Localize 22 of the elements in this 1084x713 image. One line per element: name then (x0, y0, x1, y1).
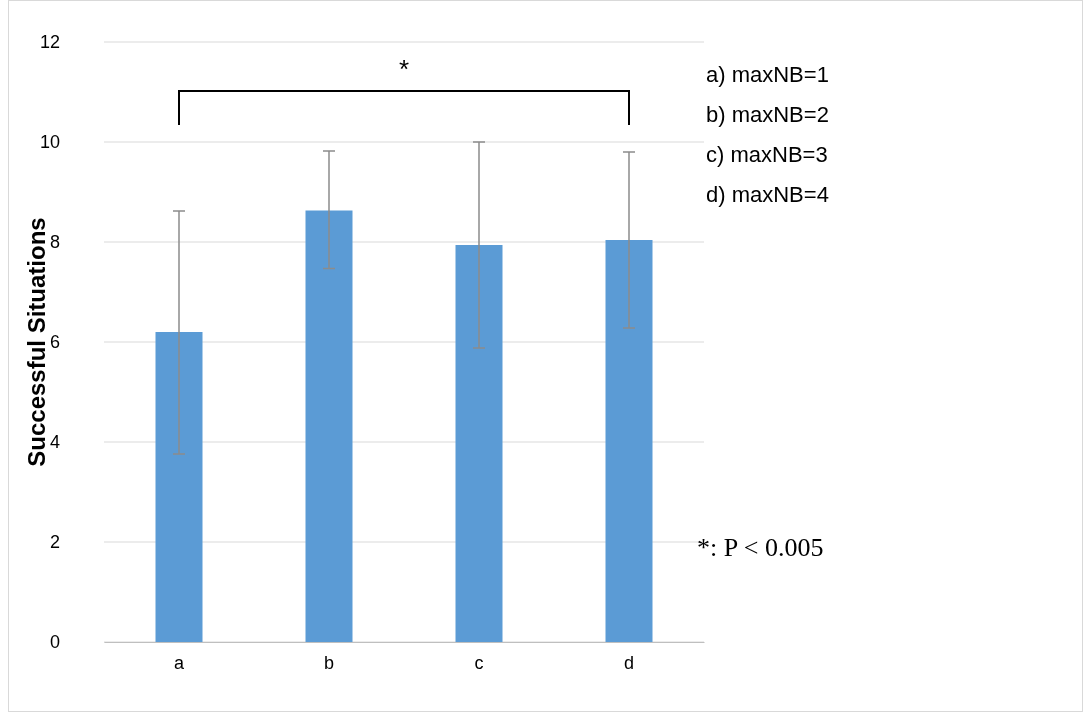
bar (155, 332, 203, 642)
y-tick-label: 4 (49, 432, 60, 453)
text: a) maxNB=1 (706, 62, 829, 87)
y-axis-title: Successful Situations (23, 217, 50, 467)
y-tick-label: 6 (49, 332, 60, 353)
bar (455, 245, 503, 642)
bar (305, 210, 353, 642)
text: c) maxNB=3 (706, 142, 828, 167)
annotation: * (398, 54, 410, 84)
x-tick-label: b (323, 652, 335, 673)
text: b) maxNB=2 (706, 102, 829, 127)
text: d) maxNB=4 (706, 182, 829, 207)
y-tick-label: 10 (39, 132, 60, 153)
y-tick-label: 8 (49, 232, 60, 253)
y-tick-label: 12 (39, 32, 60, 53)
y-tick-label: 0 (49, 632, 60, 653)
x-tick-label: a (173, 652, 185, 673)
y-tick-label: 2 (49, 532, 60, 553)
x-tick-label: c (474, 652, 484, 673)
bar (605, 240, 653, 642)
x-tick-label: d (623, 652, 635, 673)
annotation: *: P < 0.005 (697, 533, 824, 562)
